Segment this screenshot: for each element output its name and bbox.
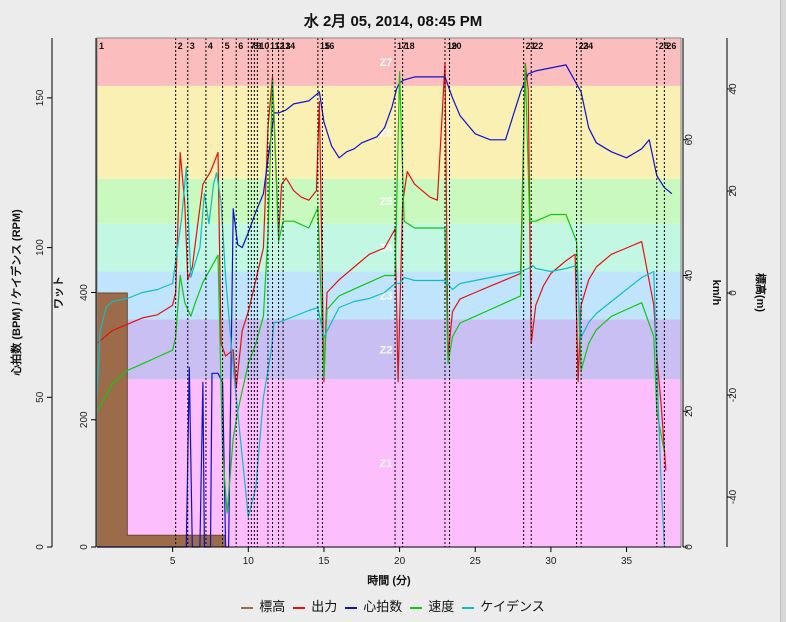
- legend-label: ケイデンス: [480, 599, 545, 614]
- lap-label: 14: [285, 41, 295, 51]
- y-tick-label: 60: [684, 134, 695, 146]
- x-axis-title: 時間 (分): [367, 573, 411, 587]
- lap-label: 20: [452, 41, 462, 51]
- lap-label: 16: [324, 41, 334, 51]
- lap-label: 3: [190, 41, 195, 51]
- series-line: [97, 64, 673, 548]
- lap-label: 11: [270, 41, 280, 51]
- y-axis-title: ワット: [52, 276, 65, 309]
- chart-title: 水 2月 05, 2014, 08:45 PM: [303, 13, 483, 30]
- y-tick-label: 20: [728, 185, 739, 197]
- lap-label: 25: [659, 41, 669, 51]
- lap-label: 23: [579, 41, 589, 51]
- legend-swatch: [293, 606, 306, 609]
- chart-legend: 標高 出力 心拍数 速度 ケイデンス: [0, 596, 786, 615]
- x-tick-label: 15: [318, 556, 330, 567]
- x-tick-label: 5: [170, 556, 176, 567]
- hr-zone-band: [97, 38, 681, 86]
- legend-swatch: [462, 606, 475, 609]
- lap-label: 6: [238, 41, 243, 51]
- legend-item: 標高: [241, 596, 285, 615]
- lap-label: 22: [533, 41, 543, 51]
- lap-label: 4: [208, 41, 213, 51]
- hr-zone-label: Z2: [380, 344, 393, 356]
- x-tick-label: 20: [394, 556, 406, 567]
- y-axis-title: 心拍数 (BPM) / ケイデンス (RPM): [9, 209, 23, 376]
- lap-label: 5: [225, 41, 230, 51]
- legend-label: 心拍数: [363, 599, 403, 614]
- legend-item: 心拍数: [345, 596, 402, 615]
- lap-label: 9: [256, 41, 261, 51]
- lap-label: 8: [253, 41, 258, 51]
- legend-swatch: [410, 606, 423, 609]
- y-axis-title: km/h: [710, 280, 722, 306]
- y-tick-label: -20: [728, 387, 739, 402]
- y-tick-label: 200: [79, 411, 90, 428]
- lap-label: 19: [447, 41, 457, 51]
- legend-label: 出力: [311, 599, 338, 614]
- legend-item: 速度: [410, 596, 454, 615]
- hr-zone-label: Z7: [380, 57, 393, 69]
- hr-zone-label: Z1: [380, 458, 393, 470]
- series-line: [96, 166, 665, 548]
- y-tick-label: 400: [79, 284, 90, 301]
- y-tick-label: -40: [728, 489, 739, 504]
- legend-label: 速度: [428, 599, 455, 614]
- hr-zone-band: [97, 379, 681, 547]
- lap-label: 18: [405, 41, 415, 51]
- y-tick-label: 40: [684, 270, 695, 282]
- y-tick-label: 0: [728, 290, 739, 296]
- lap-label: 15: [320, 41, 330, 51]
- y-tick-label: 0: [35, 544, 46, 550]
- lap-label: 13: [281, 41, 291, 51]
- lap-label: 7: [250, 41, 255, 51]
- x-tick-label: 25: [470, 556, 482, 567]
- y-tick-label: 100: [35, 239, 46, 256]
- legend-label: 標高: [259, 599, 286, 614]
- y-tick-label: 20: [684, 405, 695, 417]
- y-tick-label: 0: [684, 544, 695, 550]
- lap-label: 17: [397, 41, 407, 51]
- lap-label: 2: [178, 41, 183, 51]
- lap-label: 12: [275, 41, 285, 51]
- y-tick-label: 150: [35, 89, 46, 106]
- legend-item: 出力: [293, 596, 337, 615]
- hr-zone-label: Z4: [380, 243, 394, 255]
- x-tick-label: 10: [243, 556, 255, 567]
- legend-swatch: [345, 606, 358, 609]
- legend-item: ケイデンス: [462, 596, 545, 615]
- hr-zone-label: Z3: [380, 290, 393, 302]
- y-tick-label: 40: [728, 83, 739, 95]
- hr-zone-band: [97, 319, 681, 380]
- hr-zone-band: [97, 178, 681, 224]
- lap-label: 21: [526, 41, 536, 51]
- lap-label: 10: [259, 41, 269, 51]
- x-tick-label: 30: [545, 556, 557, 567]
- scrollbar[interactable]: [780, 0, 786, 622]
- hr-zone-label: Z5: [380, 196, 393, 208]
- legend-swatch: [241, 606, 254, 609]
- lap-label: 26: [666, 41, 676, 51]
- series-line: [96, 62, 667, 471]
- x-tick-label: 35: [621, 556, 633, 567]
- series-line: [96, 64, 665, 514]
- y-tick-label: 0: [79, 544, 90, 550]
- lap-label: 24: [583, 41, 593, 51]
- y-tick-label: 50: [35, 391, 46, 403]
- lap-label: 1: [99, 41, 104, 51]
- y-axis-title: 標高(m): [754, 273, 768, 312]
- hr-zone-label: Z6: [380, 127, 393, 139]
